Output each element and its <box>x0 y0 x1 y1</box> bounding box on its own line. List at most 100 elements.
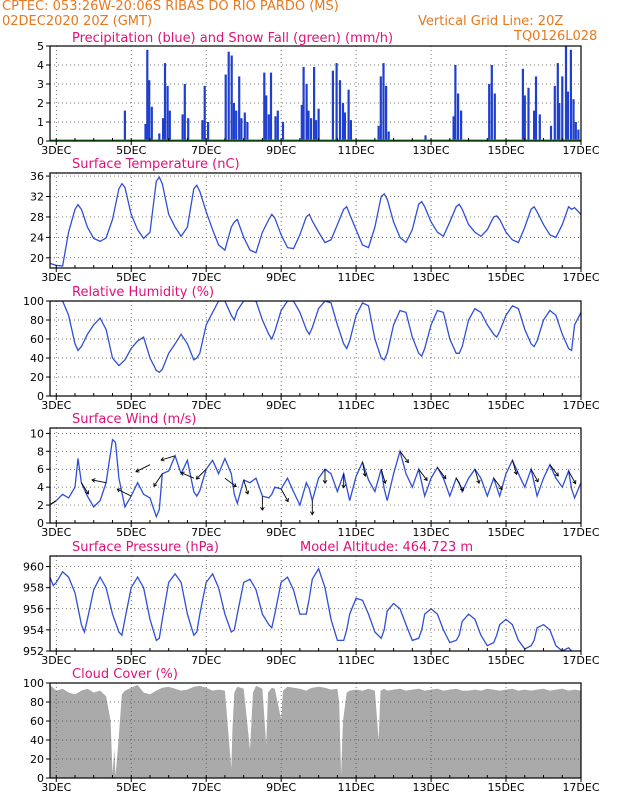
y-tick-label: 0 <box>37 517 44 530</box>
precip-bar <box>331 70 334 141</box>
x-tick-label: 7DEC <box>191 781 221 794</box>
wind-arrow-shaft <box>81 482 89 495</box>
wind-arrow-shaft <box>116 488 132 497</box>
precip-bar <box>187 118 190 141</box>
wind-arrow-shaft <box>455 477 464 492</box>
precip-bar <box>148 80 151 141</box>
precip-bar <box>243 112 246 141</box>
x-tick-label: 15DEC <box>487 654 524 667</box>
x-tick-label: 7DEC <box>191 654 221 667</box>
panel-frame-rh <box>49 300 582 397</box>
wind-arrow-head <box>160 457 165 462</box>
wind-arrow-head <box>180 471 185 476</box>
x-tick-label: 7DEC <box>191 271 221 284</box>
wind-arrow <box>362 462 367 477</box>
precip-bar <box>310 118 313 141</box>
precip-bar <box>493 93 496 141</box>
wind-arrow-shaft <box>196 468 207 480</box>
wind-arrow-head <box>91 478 96 483</box>
wind-arrow-shaft <box>135 464 151 473</box>
wind-arrow-head <box>284 497 289 503</box>
x-tick-label: 5DEC <box>116 144 146 157</box>
panel-title-wind: Surface Wind (m/s) <box>72 412 196 427</box>
precip-bar <box>488 84 491 141</box>
precip-bar <box>347 89 350 141</box>
x-tick-label: 3DEC <box>41 654 71 667</box>
panel-temp: Surface Temperature (nC) 20 24 28 32 36 3DEC 5D… <box>30 157 600 284</box>
wind-arrow-head <box>322 480 328 485</box>
precip-bar <box>553 85 556 141</box>
wind-arrow <box>91 478 107 484</box>
precip-bar <box>300 104 303 141</box>
data-layer-wind <box>50 438 581 519</box>
wind-arrow <box>322 469 328 485</box>
precip-bar <box>538 114 541 141</box>
header-model-altitude: Model Altitude: 464.723 m <box>300 540 474 555</box>
x-tick-label: 3DEC <box>41 144 71 157</box>
wind-arrow <box>474 469 481 485</box>
precip-bar <box>343 112 346 141</box>
x-tick-label: 3DEC <box>41 781 71 794</box>
x-tick-label: 9DEC <box>266 399 296 412</box>
wind-arrow-head <box>135 468 140 473</box>
precip-bar <box>227 51 230 141</box>
precip-bar <box>377 125 380 141</box>
wind-arrow-shaft <box>280 488 289 502</box>
y-tick-label: 4 <box>37 481 44 494</box>
wind-arrow-head <box>459 487 464 492</box>
x-tick-label: 17DEC <box>562 781 599 794</box>
panel-wind: Surface Wind (m/s) 0 2 4 6 8 10 3DEC 5DEC 7DEC 9DE… <box>30 412 600 539</box>
wind-arrow <box>195 468 207 480</box>
precip-bar <box>534 76 538 141</box>
x-tick-label: 11DEC <box>338 399 375 412</box>
wind-arrow-shaft <box>530 468 539 483</box>
precip-bar <box>523 95 526 141</box>
precip-bar <box>246 122 249 141</box>
precip-bar <box>201 120 204 141</box>
precip-bar <box>230 55 233 141</box>
precip-bar <box>317 108 320 141</box>
wind-arrow-head <box>232 483 237 488</box>
precip-bar <box>574 122 577 141</box>
precip-bar <box>566 91 569 141</box>
y-tick-label: 2 <box>37 97 44 110</box>
x-tick-label: 17DEC <box>562 526 599 539</box>
wind-arrow <box>549 464 559 477</box>
x-tick-label: 13DEC <box>413 654 450 667</box>
x-tick-label: 17DEC <box>562 654 599 667</box>
wind-arrow-head <box>513 470 519 476</box>
wind-arrow-head <box>341 484 346 489</box>
y-tick-label: 956 <box>23 603 44 616</box>
cloud-area <box>50 684 581 778</box>
x-tick-label: 17DEC <box>562 271 599 284</box>
precip-bar <box>181 114 184 141</box>
panel-title-pressure: Surface Pressure (hPa) <box>72 540 219 555</box>
y-tick-label: 28 <box>30 211 44 224</box>
wind-arrow <box>243 479 250 495</box>
wind-arrow <box>530 468 539 483</box>
wind-arrow-head <box>382 479 387 485</box>
y-tick-label: 100 <box>23 295 44 308</box>
y-tick-label: 5 <box>37 40 44 53</box>
line-pressure <box>50 567 573 651</box>
wind-arrow <box>310 500 315 516</box>
panel-rh: Relative Humidity (%) 0 20 40 60 80 100 3DEC 5DE… <box>23 285 600 412</box>
x-tick-label: 9DEC <box>266 526 296 539</box>
wind-arrow-shaft <box>160 455 176 461</box>
wind-arrow-head <box>476 479 481 485</box>
x-tick-label: 5DEC <box>116 781 146 794</box>
line-temp <box>50 175 581 267</box>
y-tick-label: 1 <box>37 116 44 129</box>
wind-arrow <box>493 477 503 491</box>
wind-arrow <box>280 488 289 503</box>
precip-bar <box>150 106 153 141</box>
wind-arrow <box>153 473 163 487</box>
y-tick-label: 4 <box>37 59 44 72</box>
precip-bar <box>313 66 316 141</box>
y-tick-label: 0 <box>37 772 44 785</box>
y-tick-label: 0 <box>37 390 44 403</box>
x-tick-label: 3DEC <box>41 526 71 539</box>
y-tick-label: 0 <box>37 135 44 148</box>
wind-arrow-head <box>244 490 250 495</box>
x-tick-label: 11DEC <box>338 526 375 539</box>
